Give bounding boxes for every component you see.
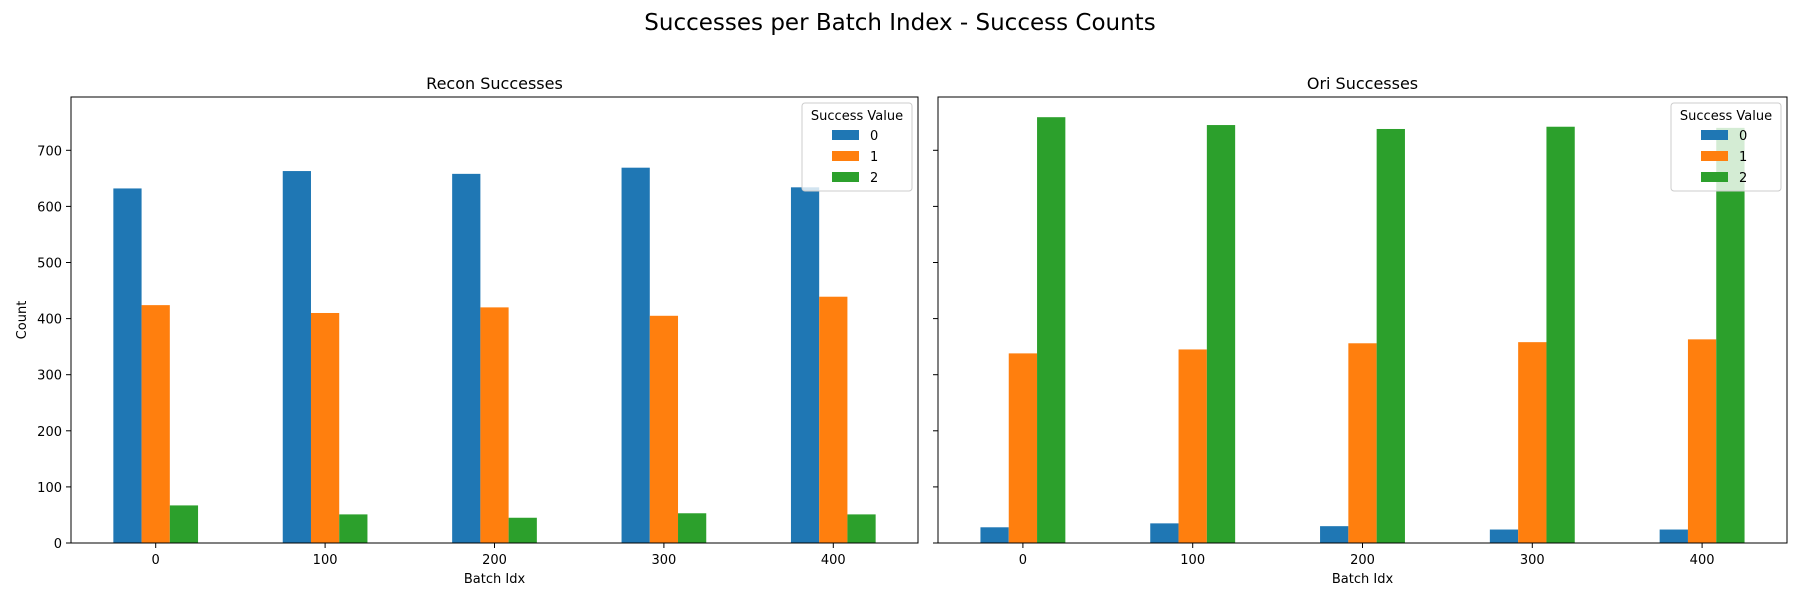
y-tick-label: 0	[54, 537, 62, 552]
bar-series-1-200	[1348, 343, 1377, 543]
legend-swatch-0	[1701, 130, 1728, 140]
y-tick-label: 400	[37, 313, 62, 328]
bar-series-1-400	[1687, 339, 1717, 543]
axes-title: Recon Successes	[426, 74, 563, 93]
bar-series-0-100	[282, 171, 311, 543]
legend-label-1: 1	[870, 150, 878, 165]
bar-series-1-100	[310, 312, 340, 543]
bar-series-2-100	[339, 514, 368, 543]
bar-series-1-400	[819, 296, 848, 543]
x-tick-label: 300	[651, 553, 676, 568]
bar-series-0-300	[1489, 529, 1519, 543]
bar-series-2-200	[508, 517, 537, 543]
legend-swatch-1	[832, 151, 859, 161]
bar-series-0-0	[113, 188, 142, 543]
ori-successes-axes: Ori Successes 0 100 200 300 400 Batch Idx Succe…	[933, 74, 1788, 587]
x-axis-label: Batch Idx	[464, 572, 526, 587]
bar-series-0-400	[1659, 529, 1688, 543]
x-tick-label: 0	[152, 553, 160, 568]
bar-series-1-100	[1178, 349, 1207, 543]
x-tick-label: 400	[1690, 553, 1715, 568]
legend-label-0: 0	[870, 129, 878, 144]
axes-title: Ori Successes	[1307, 74, 1418, 93]
x-tick-label: 400	[821, 553, 846, 568]
legend-box	[1670, 102, 1782, 192]
y-tick-label: 200	[37, 425, 62, 440]
x-axis-label: Batch Idx	[1332, 572, 1394, 587]
legend-label-1: 1	[1739, 150, 1747, 165]
recon-successes-axes: Recon Successes 0 100 200 300 400 0 100 200 300 40…	[15, 74, 919, 587]
y-tick-label: 600	[37, 200, 62, 215]
bar-series-0-0	[980, 527, 1009, 543]
bar-series-2-0	[169, 505, 199, 543]
x-tick-label: 100	[313, 553, 338, 568]
legend-box	[801, 102, 913, 192]
y-axis-label: Count	[15, 301, 30, 340]
y-tick-label: 100	[37, 481, 62, 496]
legend-swatch-2	[1701, 172, 1728, 182]
bar-series-1-0	[1008, 353, 1038, 543]
bar-series-1-300	[1518, 342, 1547, 543]
legend-label-2: 2	[1739, 171, 1747, 186]
legend-label-0: 0	[1739, 129, 1747, 144]
bar-series-1-300	[649, 315, 679, 543]
legend-swatch-1	[1701, 151, 1728, 161]
x-tick-label: 300	[1520, 553, 1545, 568]
bar-series-2-100	[1206, 125, 1236, 543]
bar-series-2-300	[678, 513, 707, 543]
y-tick-label: 700	[37, 144, 62, 159]
legend-label-2: 2	[870, 171, 878, 186]
bar-series-0-200	[1320, 526, 1349, 543]
legend-title: Success Value	[1680, 109, 1772, 124]
legend-title: Success Value	[811, 109, 903, 124]
figure-suptitle: Successes per Batch Index - Success Coun…	[644, 10, 1155, 36]
bar-series-0-200	[452, 173, 481, 544]
bar-series-2-0	[1037, 117, 1066, 543]
y-tick-label: 300	[37, 369, 62, 384]
bar-series-2-400	[847, 514, 876, 543]
bar-series-0-300	[621, 167, 650, 543]
x-tick-label: 0	[1019, 553, 1027, 568]
bar-series-0-400	[790, 187, 820, 543]
y-tick-label: 500	[37, 256, 62, 271]
bar-series-2-300	[1546, 126, 1575, 543]
bar-series-1-200	[480, 307, 509, 543]
x-tick-label: 200	[1350, 553, 1375, 568]
legend-swatch-0	[832, 130, 859, 140]
bar-series-2-200	[1376, 128, 1405, 543]
bar-series-1-0	[141, 305, 170, 543]
bar-series-2-400	[1716, 127, 1745, 543]
x-tick-label: 100	[1180, 553, 1205, 568]
bar-series-0-100	[1150, 523, 1179, 543]
legend-swatch-2	[832, 172, 859, 182]
x-tick-label: 200	[482, 553, 507, 568]
